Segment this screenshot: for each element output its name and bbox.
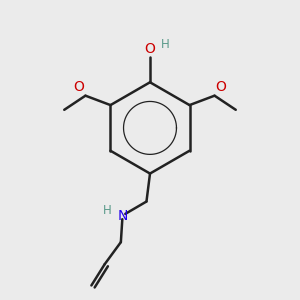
Text: H: H — [102, 204, 111, 217]
Text: O: O — [145, 42, 155, 56]
Text: N: N — [117, 209, 128, 223]
Text: O: O — [74, 80, 84, 94]
Text: H: H — [161, 38, 170, 51]
Text: O: O — [216, 80, 226, 94]
